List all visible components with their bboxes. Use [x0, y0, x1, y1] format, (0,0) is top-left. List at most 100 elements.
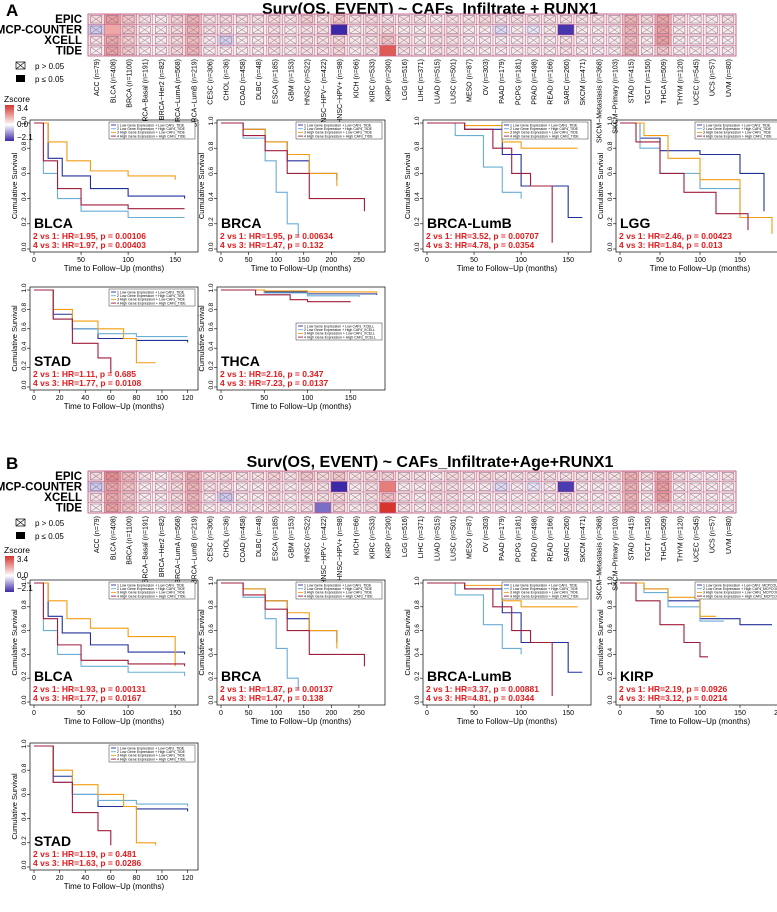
- km-legend-box: [108, 288, 196, 307]
- ns-mark: [365, 503, 378, 512]
- ns-mark: [187, 482, 200, 491]
- ns-mark: [495, 493, 507, 502]
- ns-mark: [657, 46, 669, 55]
- ns-mark: [155, 25, 167, 34]
- ns-mark: [90, 482, 102, 491]
- ns-mark: [90, 25, 102, 34]
- ns-mark: [300, 46, 313, 55]
- y-tick-label: 1.0: [21, 283, 28, 292]
- ns-mark: [268, 472, 281, 481]
- ns-mark: [576, 15, 588, 24]
- ns-mark: [705, 46, 718, 55]
- ns-mark: [252, 503, 264, 512]
- ns-mark: [284, 482, 297, 491]
- ns-mark: [495, 25, 507, 34]
- km-frame: [422, 119, 592, 253]
- ns-mark: [414, 25, 426, 34]
- ns-mark: [689, 503, 702, 512]
- ns-mark: [430, 15, 443, 24]
- ns-mark: [624, 503, 637, 512]
- cancer-type-label: SKCM (n=471): [580, 59, 587, 106]
- ns-mark: [576, 472, 588, 481]
- km-stat-text: 4 vs 3: HR=1.47, p = 0.138: [220, 693, 324, 703]
- ns-mark: [689, 472, 702, 481]
- ns-mark: [236, 493, 248, 502]
- ns-mark: [462, 36, 475, 45]
- y-tick-label: 0.6: [21, 624, 28, 633]
- ns-mark: [365, 472, 378, 481]
- y-tick-label: 0.8: [607, 600, 614, 609]
- ns-mark: [106, 482, 119, 491]
- ns-mark: [689, 36, 702, 45]
- x-tick-label: 0: [425, 257, 429, 264]
- ns-mark: [90, 493, 102, 502]
- cancer-type-label: CESC (n=306): [208, 59, 215, 105]
- cancer-type-label: THYM (n=120): [677, 59, 684, 105]
- ns-mark: [673, 46, 686, 55]
- ns-mark: [689, 493, 702, 502]
- ns-mark: [300, 25, 313, 34]
- ns-mark: [381, 25, 394, 34]
- km-legend-text: 4 High Gene Expression + High CAFs_MCPCO…: [703, 594, 777, 598]
- ns-mark: [236, 36, 248, 45]
- y-tick-label: 0.4: [21, 341, 28, 350]
- cancer-type-label: OV (n=303): [483, 59, 490, 95]
- ns-mark: [219, 36, 232, 45]
- ns-mark: [219, 503, 232, 512]
- ns-mark: [381, 36, 394, 45]
- ns-mark: [236, 482, 248, 491]
- ns-mark: [722, 472, 734, 481]
- ns-mark: [576, 36, 588, 45]
- ns-mark: [543, 493, 556, 502]
- cancer-type-label: BRCA−Her2 (n=82): [159, 516, 166, 577]
- km-curve-4: [221, 582, 365, 667]
- ns-mark: [722, 36, 734, 45]
- x-tick-label: 0: [425, 710, 429, 717]
- ns-mark: [349, 472, 362, 481]
- ns-mark: [284, 36, 297, 45]
- ns-mark: [284, 46, 297, 55]
- ns-mark: [543, 472, 556, 481]
- ns-mark: [657, 503, 669, 512]
- ns-mark: [171, 472, 183, 481]
- ns-mark: [641, 15, 653, 24]
- km-curve-4: [620, 122, 749, 231]
- ns-mark: [398, 493, 410, 502]
- ns-mark: [560, 503, 572, 512]
- ns-mark: [608, 472, 621, 481]
- ns-mark: [479, 503, 491, 512]
- ns-mark: [122, 493, 135, 502]
- km-legend-text: 4 High Gene Expression + High CAFs_TIDE: [304, 594, 373, 598]
- km-legend-box: [501, 121, 589, 140]
- ns-mark: [722, 472, 734, 481]
- km-curve-4: [34, 289, 112, 373]
- ns-mark: [268, 503, 281, 512]
- ns-mark: [511, 36, 524, 45]
- km-stat-text: 4 vs 3: HR=4.81, p = 0.0344: [426, 693, 534, 703]
- y-tick-label: 0.0: [21, 380, 28, 389]
- ns-mark: [689, 482, 702, 491]
- ns-mark: [398, 25, 410, 34]
- y-tick-label: 0.8: [21, 763, 28, 772]
- x-tick-label: 100: [270, 710, 282, 717]
- ns-mark: [495, 36, 507, 45]
- y-tick-label: 1.0: [414, 116, 421, 125]
- ns-mark: [90, 46, 102, 55]
- zscore-colorbar: [5, 105, 14, 141]
- ns-mark: [349, 472, 362, 481]
- ns-mark: [252, 482, 264, 491]
- km-stat-text: 4 vs 3: HR=4.78, p = 0.0354: [426, 240, 534, 250]
- km-curve-3: [620, 122, 773, 234]
- ns-mark: [300, 493, 313, 502]
- ns-mark: [187, 15, 200, 24]
- ns-mark: [236, 493, 248, 502]
- ns-mark: [284, 493, 297, 502]
- ns-mark: [608, 503, 621, 512]
- y-tick-label: 1.0: [208, 283, 215, 292]
- ns-mark: [317, 36, 329, 45]
- ns-mark: [171, 15, 183, 24]
- ns-mark: [138, 46, 151, 55]
- km-curve-4: [620, 582, 708, 658]
- ns-mark: [462, 15, 475, 24]
- ns-mark: [689, 46, 702, 55]
